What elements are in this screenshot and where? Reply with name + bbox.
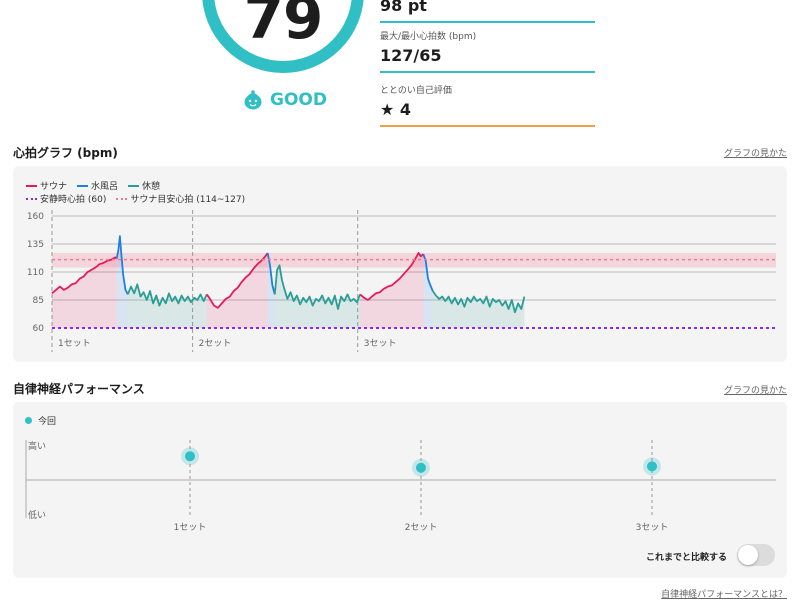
legend-resting-label: 安静時心拍 (60) [40,195,107,205]
ans-footer-link[interactable]: 自律神経パフォーマンスとは？ [661,590,787,600]
legend-sauna: サウナ [26,179,67,192]
series-area [127,284,207,328]
legend-water-swatch [77,184,89,187]
points-value: 98 pt [380,0,427,15]
legend-rest-swatch [128,184,140,187]
heart-rate-legend-row-1: サウナ 水風呂 休憩 [26,179,170,192]
series-line [206,252,269,309]
legend-zone-swatch [116,197,128,200]
rating-text: GOOD [270,90,327,110]
score-ring [202,0,364,73]
series-area [267,253,275,328]
heart-rate-value: 127/65 [380,46,442,65]
set-label: 2セット [199,338,232,349]
points-metric: 98 pt [380,0,595,23]
ans-panel [13,402,787,578]
ans-legend-current: 今回 [25,414,56,427]
series-line [273,264,361,310]
ans-set-label: 1セット [174,522,207,533]
rating-badge: GOOD [244,90,327,110]
series-area [206,253,268,328]
heart-rate-help-link[interactable]: グラフの見かた [723,149,787,159]
legend-rest: 休憩 [128,179,160,192]
heart-rate-metric: 最大/最小心拍数 (bpm) 127/65 [380,29,595,73]
ans-section-title: 自律神経パフォーマンス [13,382,145,396]
legend-resting-swatch [26,197,37,200]
heart-rate-underline [380,71,595,73]
series-line [422,253,434,292]
y-tick-label: 60 [33,324,45,334]
ans-set-label: 3セット [636,522,669,533]
series-area [52,257,117,328]
y-tick-label: 85 [33,296,44,306]
legend-zone-label: サウナ目安心拍 (114~127) [130,195,246,205]
legend-rest-label: 休憩 [142,182,161,192]
heart-rate-legend-row-2: 安静時心拍 (60) サウナ目安心拍 (114~127) [26,192,255,205]
ans-legend: 今回 [25,414,66,427]
star-icon: ★ [380,100,395,119]
legend-water-label: 水風呂 [91,182,119,192]
y-tick-label: 160 [27,212,44,222]
self-rating-value-row: ★ 4 [380,100,595,119]
legend-sauna-swatch [26,184,37,187]
compare-label: これまでと比較する [646,553,728,563]
ans-help-link[interactable]: グラフの見かた [723,386,787,396]
set-label: 3セット [364,338,397,349]
series-line [359,252,424,301]
compare-toggle[interactable] [737,544,775,566]
series-line [51,256,118,294]
heart-rate-label: 最大/最小心拍数 (bpm) [380,32,477,42]
ans-point [647,461,657,472]
ans-y-high-label: 高い [28,440,46,452]
legend-resting-hr: 安静時心拍 (60) [26,192,106,205]
series-line [432,290,526,314]
points-underline [380,21,595,23]
legend-water: 水風呂 [77,179,118,192]
ans-point [185,451,195,462]
self-rating-underline [380,125,595,127]
face-icon [244,90,262,110]
self-rating-label: ととのい自己評価 [380,86,452,96]
ans-point [416,462,426,473]
score-ring-arc [202,0,364,73]
heart-rate-panel [13,166,787,362]
self-rating-metric: ととのい自己評価 ★ 4 [380,83,595,127]
ans-y-low-label: 低い [28,509,46,521]
score-value: 79 [243,0,324,52]
y-tick-label: 110 [27,268,44,278]
set-label: 1セット [58,338,91,349]
y-tick-label: 135 [27,240,44,250]
legend-sauna-zone: サウナ目安心拍 (114~127) [116,192,245,205]
series-area [274,265,361,328]
legend-sauna-label: サウナ [40,182,68,192]
compare-toggle-knob [738,545,758,565]
ans-set-label: 2セット [405,522,438,533]
series-area [423,254,433,328]
series-line [115,235,129,295]
series-area [360,253,424,328]
series-line [126,283,208,307]
ans-legend-label: 今回 [38,417,57,427]
self-rating-value: 4 [399,100,412,119]
ans-legend-dot [25,417,32,424]
heart-rate-section-title: 心拍グラフ (bpm) [13,146,118,160]
